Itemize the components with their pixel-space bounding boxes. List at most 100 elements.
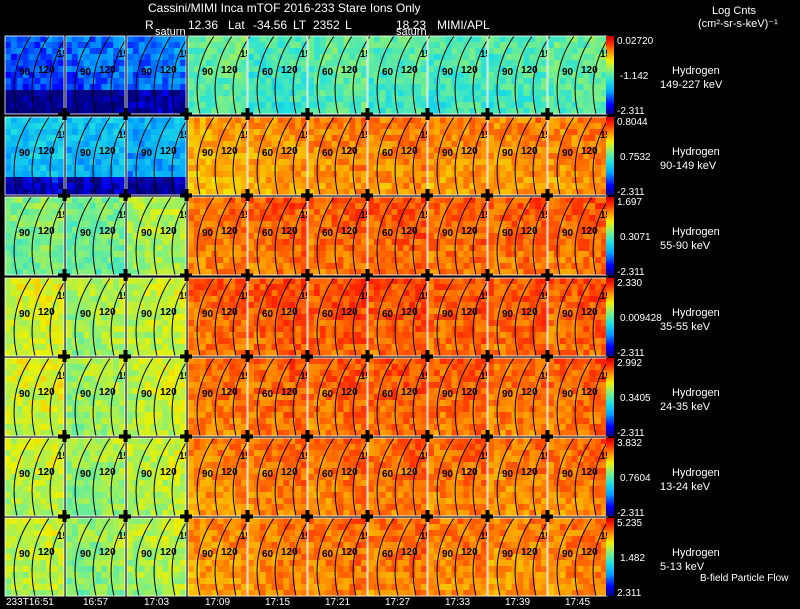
heatmap-cell [229,165,236,172]
heatmap-cell [368,332,375,339]
heatmap-cell [71,344,79,351]
heatmap-cell [379,66,387,73]
heatmap-cell [211,183,218,190]
heatmap-cell [235,108,242,115]
heatmap-cell [308,165,315,172]
heatmap-cell [428,263,435,270]
heatmap-cell [337,78,344,85]
heatmap-cell [241,36,248,43]
heatmap-cell [217,159,224,166]
heatmap-cell [259,72,267,79]
heatmap-cell [89,78,96,85]
heatmap-cell [34,245,41,252]
heatmap-cell [368,233,375,240]
heatmap-cell [22,60,29,67]
heatmap-cell [277,278,284,285]
heatmap-cell [107,159,114,166]
heatmap-cell [493,221,501,228]
heatmap-cell [319,350,327,357]
heatmap-cell [235,233,242,240]
heatmap-cell [505,72,512,79]
heatmap-cell [343,239,350,246]
heatmap-cell [188,239,195,246]
heatmap-cell [235,84,242,91]
heatmap-cell [138,227,146,234]
heatmap-cell [188,278,195,285]
heatmap-cell [517,147,524,154]
heatmap-cell [241,177,248,184]
heatmap-cell [415,209,422,216]
heatmap-cell [595,48,602,55]
heatmap-cell [277,90,284,97]
heatmap-cell [481,278,488,285]
heatmap-cell [385,147,392,154]
heatmap-cell [107,153,114,160]
heatmap-cell [46,344,53,351]
heatmap-cell [565,171,572,178]
heatmap-cell [295,48,302,55]
panel-r2-c8 [488,197,548,276]
heatmap-cell [343,96,350,103]
heatmap-cell [5,48,12,55]
heatmap-cell [319,197,327,204]
heatmap-cell [22,171,29,178]
heatmap-cell [553,141,561,148]
heatmap-cell [469,117,476,124]
heatmap-cell [379,338,387,345]
heatmap-cell [511,60,518,67]
heatmap-cell [475,350,482,357]
heatmap-cell [28,308,35,315]
heatmap-cell [119,332,126,339]
heatmap-cell [174,153,181,160]
heatmap-cell [553,197,561,204]
heatmap-cell [77,209,85,216]
heatmap-cell [595,72,602,79]
heatmap-cell [319,42,327,49]
heatmap-cell [319,209,327,216]
heatmap-cell [277,308,284,315]
heatmap-cell [265,96,272,103]
heatmap-cell [379,90,387,97]
heatmap-cell [337,42,344,49]
heatmap-cell [403,326,410,333]
heatmap-cell [457,84,464,91]
heatmap-cell [488,165,495,172]
heatmap-cell [391,203,398,210]
heatmap-cell [541,36,548,43]
heatmap-cell [22,296,29,303]
heatmap-cell [481,153,488,160]
heatmap-cell [71,189,79,196]
heatmap-cell [565,263,572,270]
heatmap-cell [577,117,584,124]
heatmap-cell [107,117,114,124]
heatmap-cell [325,251,332,258]
heatmap-cell [107,290,114,297]
heatmap-cell [595,197,602,204]
heatmap-cell [22,344,29,351]
heatmap-cell [40,135,47,142]
heatmap-cell [313,54,321,61]
heatmap-cell [127,189,134,196]
heatmap-cell [132,203,140,210]
heatmap-cell [433,344,441,351]
heatmap-cell [34,84,41,91]
heatmap-cell [34,233,41,240]
heatmap-cell [22,177,29,184]
heatmap-cell [180,153,187,160]
heatmap-cell [22,278,29,285]
heatmap-cell [199,153,207,160]
heatmap-cell [28,123,35,130]
heatmap-cell [211,302,218,309]
heatmap-cell [488,245,495,252]
heatmap-cell [71,36,79,43]
heatmap-cell [89,42,96,49]
heatmap-cell [22,36,29,43]
heatmap-cell [40,147,47,154]
heatmap-cell [101,129,108,136]
heatmap-cell [107,332,114,339]
heatmap-cell [601,135,608,142]
heatmap-cell [463,245,470,252]
heatmap-cell [168,278,175,285]
heatmap-cell [565,183,572,190]
heatmap-cell [373,129,381,136]
